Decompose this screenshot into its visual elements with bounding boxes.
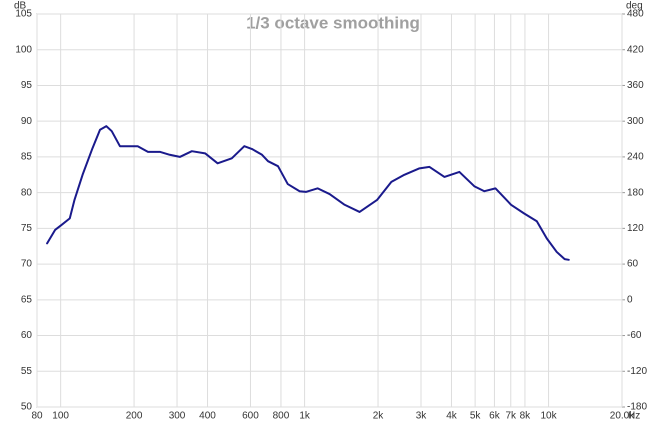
response-curve [46,125,570,261]
y-tick-label: 80 [21,187,33,198]
y2-tick-label: 120 [627,223,644,234]
y2-tick-label: 180 [627,187,644,198]
x-tick-label: 800 [273,411,290,422]
y2-tick-label: 420 [627,44,644,55]
x-tick-label: 4k [446,411,458,422]
x-tick-label: 3k [416,411,428,422]
y-tick-label: 75 [21,223,33,234]
y-tick-label: 60 [21,330,33,341]
y2-axis-label: deg [626,1,643,12]
x-axis-label: Hz [628,411,640,422]
y-tick-label: 65 [21,294,33,305]
y-tick-label: 90 [21,116,33,127]
y-tick-label: 55 [21,366,33,377]
x-tick-label: 80 [31,411,43,422]
y2-tick-label: 60 [627,259,639,270]
y-tick-label: 100 [15,44,32,55]
y2-tick-label: -120 [627,366,647,377]
y2-tick-label: 300 [627,116,644,127]
y-axis-label: dB [14,1,27,12]
x-tick-label: 300 [169,411,186,422]
x-tick-label: 2k [373,411,385,422]
x-tick-label: 400 [199,411,216,422]
y-tick-label: 50 [21,402,33,413]
x-tick-label: 8k [520,411,532,422]
x-tick-label: 100 [52,411,69,422]
y-tick-label: 70 [21,259,33,270]
x-tick-label: 5k [470,411,482,422]
y2-tick-label: -60 [627,330,642,341]
x-tick-label: 1k [299,411,311,422]
y2-tick-label: 480 [627,9,644,20]
y-tick-label: 85 [21,152,33,163]
plot-area [36,13,623,408]
chart-title: 1/3 octave smoothing [246,13,420,32]
x-tick-label: 10k [540,411,557,422]
x-tick-label: 7k [505,411,517,422]
y-tick-label: 105 [15,9,32,20]
x-tick-label: 6k [489,411,501,422]
y2-tick-label: 240 [627,152,644,163]
y2-tick-label: 0 [627,294,633,305]
y2-tick-label: -180 [627,402,647,413]
x-tick-label: 200 [126,411,143,422]
x-tick-label: 20.0k [610,411,635,422]
x-tick-label: 600 [242,411,259,422]
y2-tick-label: 360 [627,80,644,91]
y-tick-label: 95 [21,80,33,91]
